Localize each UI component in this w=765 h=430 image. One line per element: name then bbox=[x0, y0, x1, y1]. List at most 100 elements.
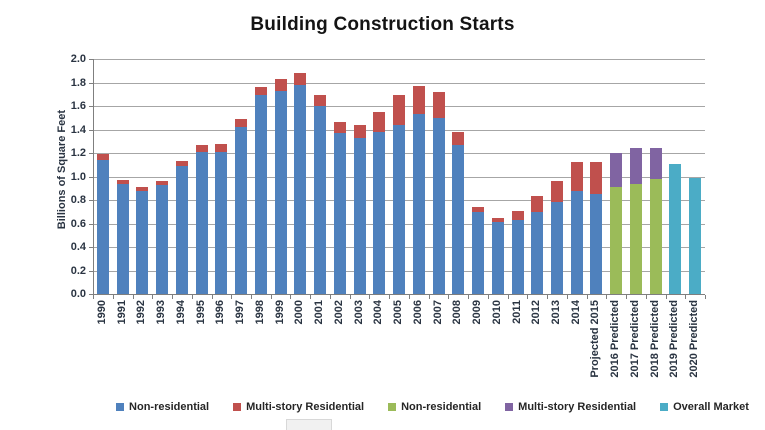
y-axis-tick-label: 1.0 bbox=[70, 171, 86, 183]
bar-segment bbox=[669, 163, 682, 294]
bar-1995[interactable] bbox=[195, 144, 208, 294]
bar-1994[interactable] bbox=[175, 161, 188, 294]
bar-segment bbox=[215, 143, 228, 152]
bar-1997[interactable] bbox=[235, 119, 248, 294]
legend-swatch-icon bbox=[116, 403, 125, 411]
bar-1992[interactable] bbox=[136, 187, 149, 294]
bar-segment bbox=[491, 222, 504, 294]
x-axis-tick bbox=[468, 295, 470, 299]
y-axis-tick bbox=[89, 247, 93, 248]
x-axis-label: 2005 bbox=[392, 300, 404, 325]
y-axis-tick-label: 0.0 bbox=[70, 288, 86, 300]
bar-segment bbox=[393, 124, 405, 294]
legend: Non-residential Multi-story Residential No… bbox=[0, 401, 765, 413]
y-axis-tick-label: 1.2 bbox=[70, 147, 86, 159]
x-axis-tick bbox=[665, 295, 667, 299]
bar-2004[interactable] bbox=[373, 111, 386, 294]
bar-2019-predicted[interactable] bbox=[669, 163, 682, 294]
bar-2009[interactable] bbox=[472, 207, 484, 294]
x-axis-tick bbox=[645, 295, 647, 299]
x-axis-tick bbox=[112, 295, 114, 299]
y-axis-tick bbox=[89, 200, 93, 201]
bar-1993[interactable] bbox=[156, 181, 169, 294]
x-axis-label: 2010 bbox=[490, 300, 503, 325]
bar-2005[interactable] bbox=[393, 95, 405, 294]
y-axis-tick-label: 0.2 bbox=[70, 265, 86, 277]
bar-segment bbox=[156, 184, 169, 294]
legend-swatch-icon bbox=[505, 403, 514, 411]
x-axis-label: 1998 bbox=[253, 300, 266, 325]
bar-1998[interactable] bbox=[254, 87, 267, 294]
legend-item-4[interactable]: Overall Market bbox=[660, 401, 749, 413]
bar-2003[interactable] bbox=[353, 124, 366, 294]
bar-segment bbox=[195, 144, 208, 152]
bar-segment bbox=[373, 131, 386, 294]
x-axis-line bbox=[93, 294, 705, 295]
y-axis-tick-label: 1.8 bbox=[70, 77, 86, 89]
x-axis-tick bbox=[408, 295, 410, 299]
background-artifact-box bbox=[286, 419, 332, 430]
bar-2008[interactable] bbox=[452, 131, 465, 294]
legend-item-2[interactable]: Non-residential bbox=[388, 401, 481, 413]
x-axis-tick bbox=[250, 295, 252, 299]
x-axis-label: 1992 bbox=[135, 300, 148, 325]
bar-segment bbox=[531, 211, 544, 294]
bar-segment bbox=[432, 117, 445, 294]
x-axis-tick bbox=[547, 295, 549, 299]
x-axis-tick bbox=[487, 295, 489, 299]
bar-segment bbox=[472, 207, 484, 212]
x-axis-label: 2008 bbox=[451, 300, 464, 325]
bar-1990[interactable] bbox=[96, 154, 109, 294]
x-axis-tick bbox=[606, 295, 608, 299]
bar-1999[interactable] bbox=[274, 78, 287, 294]
bar-segment bbox=[136, 190, 149, 294]
bar-2013[interactable] bbox=[550, 181, 563, 294]
bar-2001[interactable] bbox=[314, 95, 326, 294]
bar-segment bbox=[610, 187, 623, 294]
bar-1996[interactable] bbox=[215, 143, 228, 294]
x-axis-label: 1990 bbox=[95, 300, 108, 325]
legend-item-label: Multi-story Residential bbox=[518, 401, 637, 413]
x-axis-tick bbox=[507, 295, 509, 299]
bar-segment bbox=[274, 90, 287, 294]
legend-item-3[interactable]: Multi-story Residential bbox=[505, 401, 636, 413]
legend-item-1[interactable]: Multi-story Residential bbox=[233, 401, 364, 413]
bar-2012[interactable] bbox=[531, 196, 544, 294]
bar-1991[interactable] bbox=[116, 180, 129, 294]
bar-2014[interactable] bbox=[570, 162, 583, 294]
bar-segment bbox=[353, 124, 366, 138]
x-axis-label: 2006 bbox=[411, 300, 424, 325]
x-axis-tick bbox=[705, 295, 706, 299]
bar-projected-2015[interactable] bbox=[590, 162, 603, 294]
bar-2018-predicted[interactable] bbox=[649, 148, 662, 294]
bar-2010[interactable] bbox=[491, 217, 504, 294]
y-axis-tick-label: 1.4 bbox=[70, 124, 86, 136]
bar-2020-predicted[interactable] bbox=[689, 177, 702, 294]
bar-segment bbox=[156, 181, 169, 185]
bar-segment bbox=[116, 180, 129, 184]
bar-2000[interactable] bbox=[294, 73, 307, 294]
bar-segment bbox=[550, 202, 563, 294]
bar-2016-predicted[interactable] bbox=[610, 153, 623, 294]
y-axis-tick bbox=[89, 106, 93, 107]
y-axis-tick bbox=[89, 294, 93, 295]
bar-segment bbox=[550, 181, 563, 203]
legend-item-label: Non-residential bbox=[129, 401, 210, 413]
bar-2011[interactable] bbox=[511, 210, 524, 294]
bar-segment bbox=[531, 196, 544, 212]
bar-segment bbox=[629, 148, 642, 184]
bar-2017-predicted[interactable] bbox=[629, 148, 642, 294]
bar-segment bbox=[333, 122, 346, 133]
bar-segment bbox=[629, 183, 642, 294]
x-axis-label: 2019 Predicted bbox=[668, 300, 681, 378]
bar-2002[interactable] bbox=[333, 122, 346, 294]
bar-segment bbox=[452, 144, 465, 294]
bar-segment bbox=[333, 133, 346, 294]
bar-2007[interactable] bbox=[432, 91, 445, 294]
bar-2006[interactable] bbox=[412, 86, 425, 294]
bar-segment bbox=[353, 137, 366, 294]
bar-segment bbox=[472, 211, 484, 294]
x-axis-tick bbox=[626, 295, 627, 299]
bar-segment bbox=[491, 217, 504, 223]
legend-item-0[interactable]: Non-residential bbox=[116, 401, 209, 413]
